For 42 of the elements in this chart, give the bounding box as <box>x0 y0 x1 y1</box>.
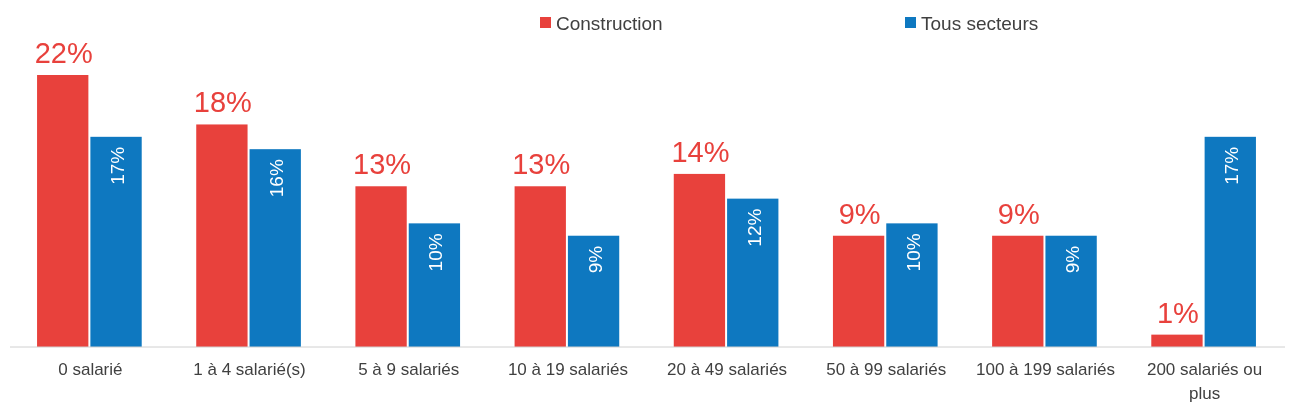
data-label: 18% <box>193 86 252 119</box>
data-label: 9% <box>584 245 606 274</box>
x-tick-label: 1 à 4 salarié(s) <box>193 360 306 379</box>
bar <box>408 223 461 347</box>
bar <box>832 235 885 347</box>
legend-label: Tous secteurs <box>921 13 1039 34</box>
x-tick-label: 5 à 9 salariés <box>358 360 460 379</box>
data-label: 22% <box>34 37 93 69</box>
data-label: 10% <box>902 233 924 272</box>
data-label: 12% <box>743 208 765 247</box>
data-label: 17% <box>107 146 129 185</box>
data-label: 1% <box>1156 296 1199 329</box>
bar <box>249 149 301 347</box>
bar <box>1045 235 1097 347</box>
bar <box>727 198 779 347</box>
x-tick-label: 50 à 99 salariés <box>826 360 947 379</box>
legend-label: Construction <box>556 13 663 34</box>
x-tick-label: 100 à 199 salariés <box>975 360 1115 379</box>
bar <box>567 235 620 347</box>
data-label: 16% <box>266 159 288 198</box>
data-label: 10% <box>425 233 447 272</box>
bar <box>673 173 726 347</box>
bar <box>514 186 566 347</box>
data-label: 9% <box>838 197 881 230</box>
x-tick-label: 20 à 49 salariés <box>667 360 788 379</box>
bar <box>90 136 142 347</box>
x-tick-label: 10 à 19 salariés <box>507 360 628 379</box>
bar <box>992 235 1044 347</box>
data-label: 13% <box>353 148 412 181</box>
bar <box>355 186 407 347</box>
bar <box>1204 136 1256 347</box>
data-label: 9% <box>1062 245 1084 274</box>
bar <box>196 124 248 347</box>
bar <box>886 223 938 347</box>
data-label: 17% <box>1221 146 1243 185</box>
bar <box>37 75 89 347</box>
data-label: 13% <box>512 148 571 181</box>
data-label: 14% <box>671 135 730 168</box>
x-tick-label: 0 salarié <box>58 360 123 379</box>
bar <box>1151 334 1203 347</box>
data-label: 9% <box>997 197 1040 230</box>
x-tick-label: 200 salariés ou plus <box>1146 360 1263 403</box>
